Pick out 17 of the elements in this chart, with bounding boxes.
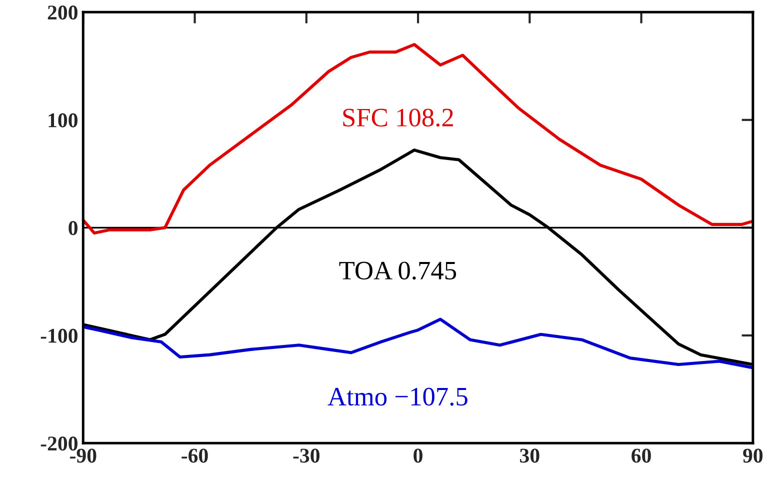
y-tick-label: -100 [40, 328, 78, 343]
x-tick-label: 30 [520, 448, 540, 463]
line-series [83, 318, 753, 370]
text: TOA 0.745 [339, 262, 456, 280]
x-tick-label: -30 [293, 448, 320, 463]
y-tick-label: 100 [48, 113, 78, 128]
x-tick-label: 0 [414, 448, 422, 463]
line-series [83, 42, 753, 235]
series-label: SFC 108.2 [343, 108, 453, 127]
x-tick-label: -60 [182, 448, 208, 463]
x-tick-label: -90 [70, 448, 96, 463]
y-tick-label: 0 [68, 221, 78, 236]
y-tick-label: 200 [48, 6, 78, 20]
series-label: Atmo −107.5 [328, 388, 468, 406]
y-tick-label: -200 [40, 436, 78, 451]
x-tick-label: 90 [743, 448, 763, 463]
x-tick-label: 60 [632, 448, 651, 463]
